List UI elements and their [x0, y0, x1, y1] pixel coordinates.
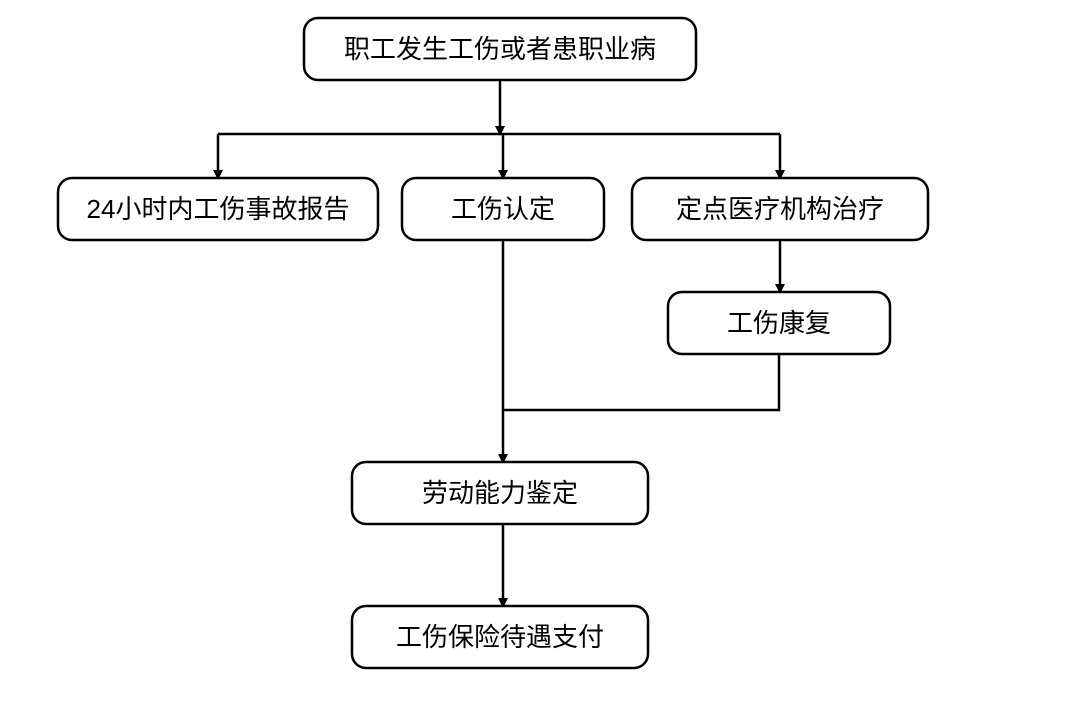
node-start: 职工发生工伤或者患职业病 [304, 18, 696, 80]
node-rehab-label: 工伤康复 [727, 308, 831, 338]
flowchart: 职工发生工伤或者患职业病 24小时内工伤事故报告 工伤认定 定点医疗机构治疗工伤康复劳… [0, 0, 1080, 717]
node-treat: 定点医疗机构治疗 [632, 178, 928, 240]
node-report: 24小时内工伤事故报告 [58, 178, 378, 240]
node-identify: 工伤认定 [402, 178, 604, 240]
node-pay-label: 工伤保险待遇支付 [396, 622, 604, 652]
edge-e7 [503, 354, 779, 410]
node-pay: 工伤保险待遇支付 [352, 606, 648, 668]
node-identify-label: 工伤认定 [451, 194, 555, 224]
node-treat-label: 定点医疗机构治疗 [676, 194, 884, 224]
node-rehab: 工伤康复 [668, 292, 890, 354]
node-assess: 劳动能力鉴定 [352, 462, 648, 524]
node-assess-label: 劳动能力鉴定 [422, 478, 578, 508]
node-report-label: 24小时内工伤事故报告 [87, 194, 350, 224]
node-start-label: 职工发生工伤或者患职业病 [344, 34, 656, 64]
